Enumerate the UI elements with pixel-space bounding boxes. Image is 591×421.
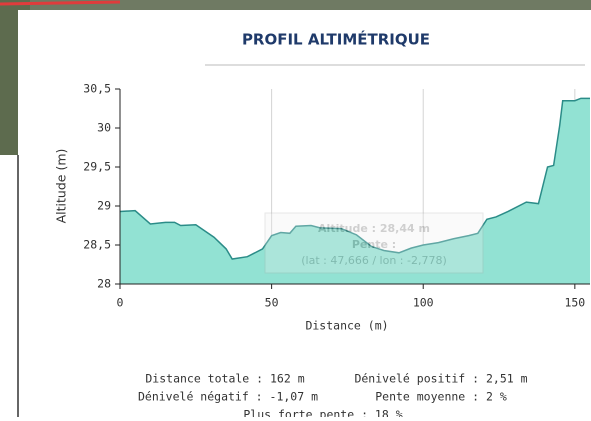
map-edge	[0, 155, 18, 417]
y-tick-label: 30	[97, 121, 111, 135]
screen: PROFIL ALTIMÉTRIQUE 28 28,5 29 29,5 30 30,5 0 5…	[0, 0, 591, 417]
stat: Dénivelé négatif : -1,07 m	[138, 390, 318, 404]
x-tick-label: 150	[564, 296, 585, 310]
stat: Dénivelé positif : 2,51 m	[354, 372, 527, 386]
x-tick-label: 100	[413, 296, 434, 310]
panel-title: PROFIL ALTIMÉTRIQUE	[242, 30, 430, 49]
tooltip-altitude: Altitude : 28,44 m	[318, 222, 430, 235]
tooltip-slope: Pente :	[352, 238, 396, 251]
y-tick-label: 29	[97, 199, 111, 213]
stat: Distance totale : 162 m	[145, 372, 304, 386]
tooltip: Altitude : 28,44 m Pente : (lat : 47,666…	[265, 213, 483, 273]
y-tick-label: 28	[97, 277, 111, 291]
y-tick-label: 29,5	[83, 160, 111, 174]
tooltip-coords: (lat : 47,666 / lon : -2,778)	[301, 254, 447, 267]
y-tick-label: 30,5	[83, 82, 111, 96]
x-tick-label: 50	[265, 296, 279, 310]
stat: Plus forte pente : 18 %	[243, 408, 402, 418]
y-tick-label: 28,5	[83, 238, 111, 252]
stat: Pente moyenne : 2 %	[375, 390, 507, 404]
route-line	[0, 2, 120, 4]
x-axis-label: Distance (m)	[305, 319, 388, 333]
y-axis-label: Altitude (m)	[54, 149, 69, 224]
x-tick-label: 0	[117, 296, 124, 310]
